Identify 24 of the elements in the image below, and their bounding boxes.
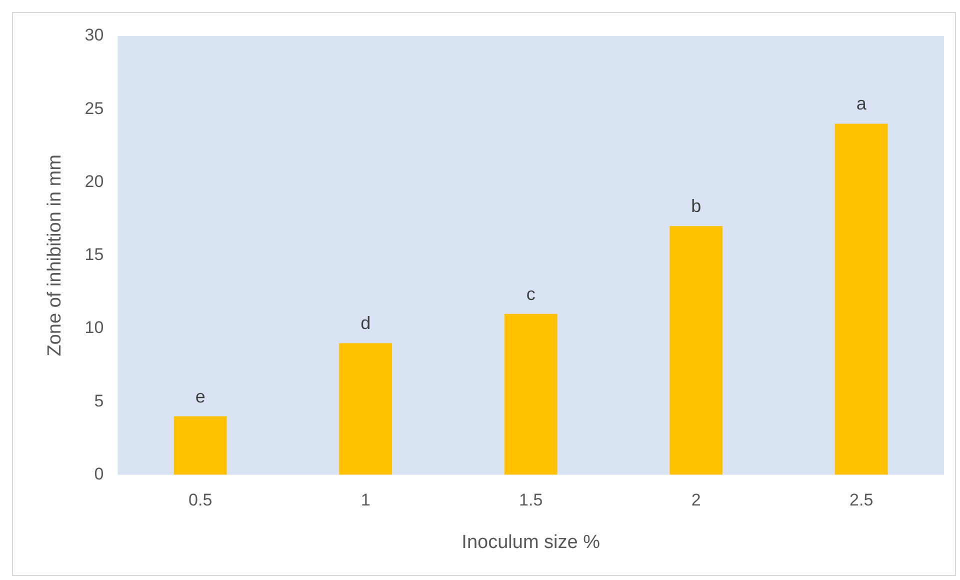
x-tick-label: 1.5 — [519, 490, 543, 510]
bar — [834, 124, 888, 475]
y-tick-label: 0 — [94, 464, 104, 484]
y-tick-label: 10 — [84, 318, 104, 338]
y-axis-title: Zone of inhibition in mm — [44, 154, 66, 356]
y-tick-label: 15 — [84, 245, 104, 264]
data-label: b — [691, 196, 702, 216]
bar — [174, 416, 227, 475]
data-label: a — [856, 94, 868, 114]
x-tick-label: 2 — [691, 490, 701, 510]
x-tick-label: 0.5 — [188, 490, 212, 510]
data-label: d — [360, 313, 371, 334]
data-label: e — [195, 386, 206, 406]
x-tick-label: 1 — [360, 490, 370, 510]
x-axis-title: Inoculum size % — [462, 532, 600, 553]
y-tick-label: 30 — [84, 26, 104, 45]
y-tick-label: 20 — [84, 172, 104, 191]
bar — [504, 314, 558, 475]
y-tick-label: 25 — [84, 98, 104, 118]
data-label: c — [526, 284, 536, 304]
bar — [670, 226, 723, 475]
bar — [339, 343, 392, 475]
x-tick-label: 2.5 — [850, 490, 874, 510]
y-tick-label: 5 — [94, 391, 104, 410]
